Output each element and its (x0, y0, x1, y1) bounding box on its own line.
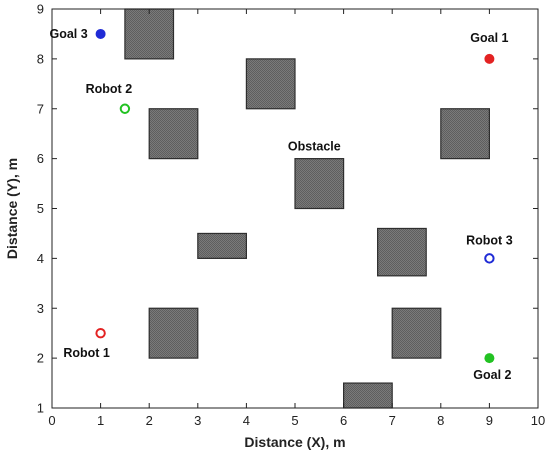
annotation-robot-2: Robot 2 (86, 82, 133, 96)
goal-1-marker (484, 53, 495, 64)
x-tick-label: 8 (437, 413, 444, 428)
annotation-goal-3: Goal 3 (49, 27, 87, 41)
goal-2-marker (484, 353, 495, 364)
annotation-goal-2: Goal 2 (473, 368, 511, 382)
x-axis-title: Distance (X), m (244, 434, 345, 450)
annotation-goal-1: Goal 1 (470, 31, 508, 45)
annotation-robot-3: Robot 3 (466, 233, 513, 247)
y-tick-label: 8 (37, 51, 44, 66)
annotation-robot-1: Robot 1 (63, 346, 110, 360)
y-tick-label: 6 (37, 151, 44, 166)
x-tick-label: 5 (291, 413, 298, 428)
obstacle-9 (391, 307, 442, 359)
goal-3-marker (95, 28, 106, 39)
robot-3-marker (484, 253, 495, 264)
obstacle-1 (124, 8, 175, 60)
x-tick-label: 4 (243, 413, 250, 428)
x-tick-label: 7 (389, 413, 396, 428)
x-tick-label: 0 (48, 413, 55, 428)
y-tick-label: 3 (37, 301, 44, 316)
obstacle-3 (148, 108, 199, 160)
y-tick-label: 5 (37, 201, 44, 216)
robot-2-marker (119, 103, 131, 114)
y-tick-label: 7 (37, 101, 44, 116)
y-tick-label: 2 (37, 351, 44, 366)
obstacle-8 (148, 307, 199, 359)
obstacle-2 (245, 58, 296, 110)
obstacle-4 (440, 108, 490, 160)
marker-layer (95, 28, 495, 364)
x-tick-label: 3 (194, 413, 201, 428)
obstacle-layer (124, 8, 490, 409)
annotation-obstacle: Obstacle (288, 140, 341, 154)
obstacle-7 (377, 227, 427, 277)
y-axis-title: Distance (Y), m (4, 158, 20, 259)
obstacle-6 (197, 232, 248, 259)
annotation-layer: Goal 3 Goal 1 Robot 2 Obstacle Robot 3 Robot … (49, 27, 512, 382)
y-tick-label: 4 (37, 251, 44, 266)
x-tick-label: 9 (486, 413, 493, 428)
x-tick-label: 10 (531, 413, 545, 428)
x-tick-label: 6 (340, 413, 347, 428)
obstacle-10 (343, 382, 393, 409)
x-tick-label: 2 (146, 413, 153, 428)
y-tick-label: 9 (37, 2, 44, 17)
y-tick-label: 1 (37, 401, 44, 416)
obstacle-5 (294, 158, 345, 210)
robot-1-marker (95, 327, 106, 339)
x-tick-label: 1 (97, 413, 104, 428)
